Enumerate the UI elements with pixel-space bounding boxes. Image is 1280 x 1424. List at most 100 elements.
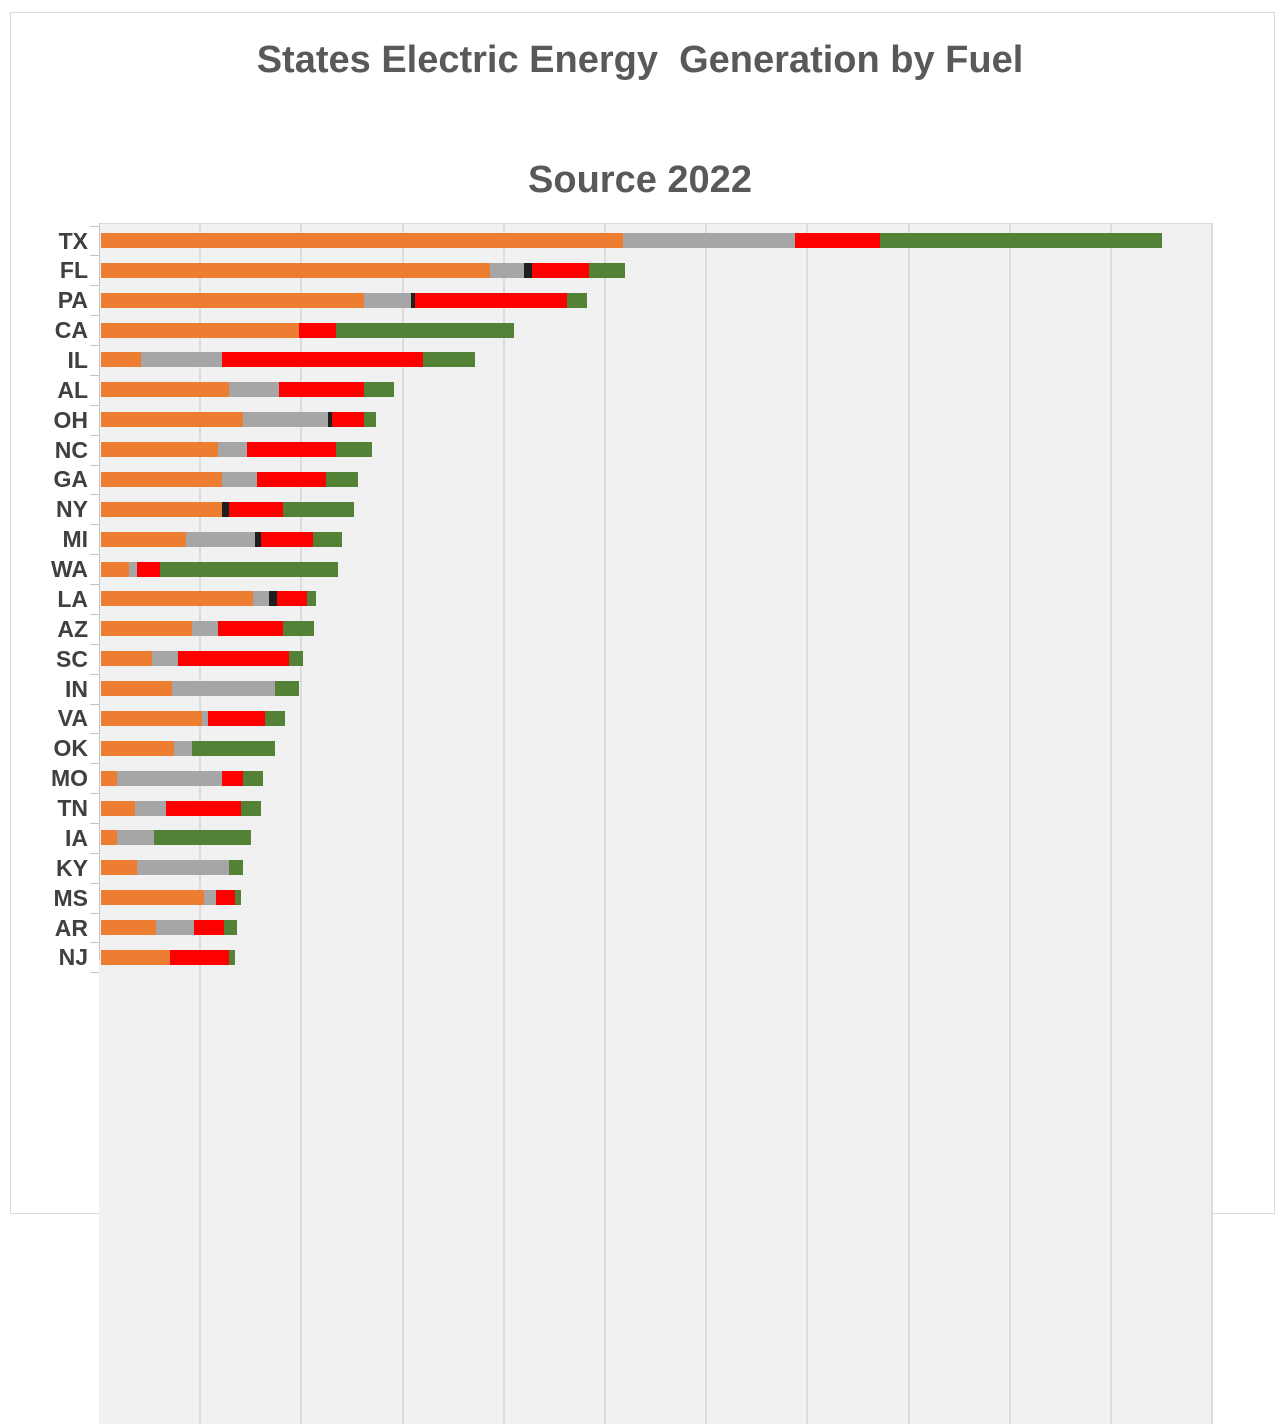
bar-segment-orange xyxy=(101,531,186,547)
y-axis-tick xyxy=(90,763,99,765)
chart-title-line2: Source 2022 xyxy=(528,159,752,201)
bar-segment-red xyxy=(218,621,284,637)
bar-segment-orange xyxy=(101,860,138,876)
bar-segment-green xyxy=(289,651,304,667)
bar-segment-green xyxy=(234,890,241,906)
bar-segment-black xyxy=(254,531,261,547)
state-label-PA: PA xyxy=(57,287,88,314)
y-axis-tick xyxy=(90,345,99,347)
bar-segment-orange xyxy=(101,681,172,697)
bar-segment-green xyxy=(242,770,263,786)
y-axis-tick xyxy=(90,823,99,824)
bar-segment-black xyxy=(327,412,332,428)
bar-row-TX xyxy=(101,233,1162,248)
bar-segment-red xyxy=(414,292,567,308)
state-label-TX: TX xyxy=(58,227,88,254)
bar-segment-red xyxy=(260,531,314,547)
x-gridline xyxy=(806,224,809,1424)
y-axis-tick xyxy=(90,643,99,645)
bar-segment-orange xyxy=(101,920,156,935)
bar-row-WA xyxy=(101,561,338,577)
y-axis-tick xyxy=(90,315,99,317)
x-gridline xyxy=(401,224,404,1424)
state-label-NY: NY xyxy=(56,496,88,523)
chart-title-line1: States Electric Energy Generation by Fue… xyxy=(256,39,1024,81)
bar-segment-orange xyxy=(101,471,223,487)
y-axis-tick xyxy=(90,554,99,556)
state-label-WA: WA xyxy=(50,556,88,583)
bar-segment-orange xyxy=(101,800,136,816)
bar-segment-orange xyxy=(101,890,205,906)
bar-segment-orange xyxy=(101,591,253,607)
bar-row-AL xyxy=(101,382,395,398)
state-label-MO: MO xyxy=(50,765,88,792)
bar-segment-red xyxy=(177,651,290,667)
bar-segment-green xyxy=(364,412,377,428)
bar-row-NJ xyxy=(101,949,235,965)
bar-segment-red xyxy=(137,561,160,577)
plot-area xyxy=(99,223,1214,1424)
bar-segment-gray xyxy=(202,710,209,726)
bar-segment-green xyxy=(566,292,587,308)
bar-segment-green xyxy=(228,949,235,965)
y-axis-tick xyxy=(90,494,99,496)
chart-page: { "chart": { "title_line1": "States Elec… xyxy=(10,12,1275,1424)
bar-segment-gray xyxy=(204,890,217,906)
state-label-MS: MS xyxy=(53,884,89,911)
bar-segment-red xyxy=(228,501,284,517)
bar-segment-orange xyxy=(101,322,300,338)
x-gridline xyxy=(705,224,708,1424)
bar-segment-red xyxy=(169,949,229,965)
bar-row-IN xyxy=(101,681,300,697)
bar-row-IL xyxy=(101,352,476,368)
state-label-TN: TN xyxy=(57,795,88,822)
bar-row-AR xyxy=(101,920,237,935)
state-label-NJ: NJ xyxy=(58,944,88,971)
bar-segment-red xyxy=(532,262,589,278)
bar-segment-gray xyxy=(192,621,219,637)
y-axis-tick xyxy=(90,404,99,406)
y-axis-tick xyxy=(90,255,99,257)
bar-segment-green xyxy=(192,740,276,756)
x-gridline xyxy=(604,224,606,1424)
bar-segment-gray xyxy=(173,740,193,756)
bar-segment-red xyxy=(216,890,235,906)
bar-row-FL xyxy=(101,262,626,278)
bar-segment-green xyxy=(364,382,395,398)
bar-segment-black xyxy=(222,501,229,517)
y-axis-line xyxy=(99,223,100,960)
state-label-GA: GA xyxy=(53,466,89,493)
y-axis-tick xyxy=(90,434,99,436)
bar-segment-orange xyxy=(101,949,170,965)
bar-segment-red xyxy=(165,800,241,816)
bar-row-VA xyxy=(101,710,286,726)
bar-segment-green xyxy=(283,621,314,637)
bar-segment-red xyxy=(795,233,881,248)
x-gridline xyxy=(300,224,303,1424)
y-axis-tick xyxy=(90,285,99,287)
bar-segment-orange xyxy=(101,233,624,248)
y-axis-tick xyxy=(90,733,99,735)
bar-segment-green xyxy=(335,322,514,338)
state-label-NC: NC xyxy=(54,436,88,463)
state-label-CA: CA xyxy=(54,317,88,344)
bar-segment-green xyxy=(588,262,626,278)
bar-row-NY xyxy=(101,501,354,517)
state-label-SC: SC xyxy=(56,645,88,672)
bar-segment-gray xyxy=(186,531,255,547)
state-label-AL: AL xyxy=(57,376,88,403)
chart-title: States Electric Energy Generation by Fue… xyxy=(40,30,1240,210)
state-label-OK: OK xyxy=(53,735,89,762)
bar-row-OK xyxy=(101,740,276,756)
bar-segment-green xyxy=(307,591,316,607)
bar-row-OH xyxy=(101,412,377,428)
bar-segment-green xyxy=(240,800,261,816)
bar-segment-red xyxy=(222,770,243,786)
bar-row-GA xyxy=(101,471,359,487)
state-label-FL: FL xyxy=(59,257,88,284)
bar-segment-red xyxy=(222,352,423,368)
bar-segment-green xyxy=(325,471,359,487)
bar-segment-orange xyxy=(101,710,203,726)
bar-segment-orange xyxy=(101,651,152,667)
state-label-AR: AR xyxy=(54,914,88,941)
